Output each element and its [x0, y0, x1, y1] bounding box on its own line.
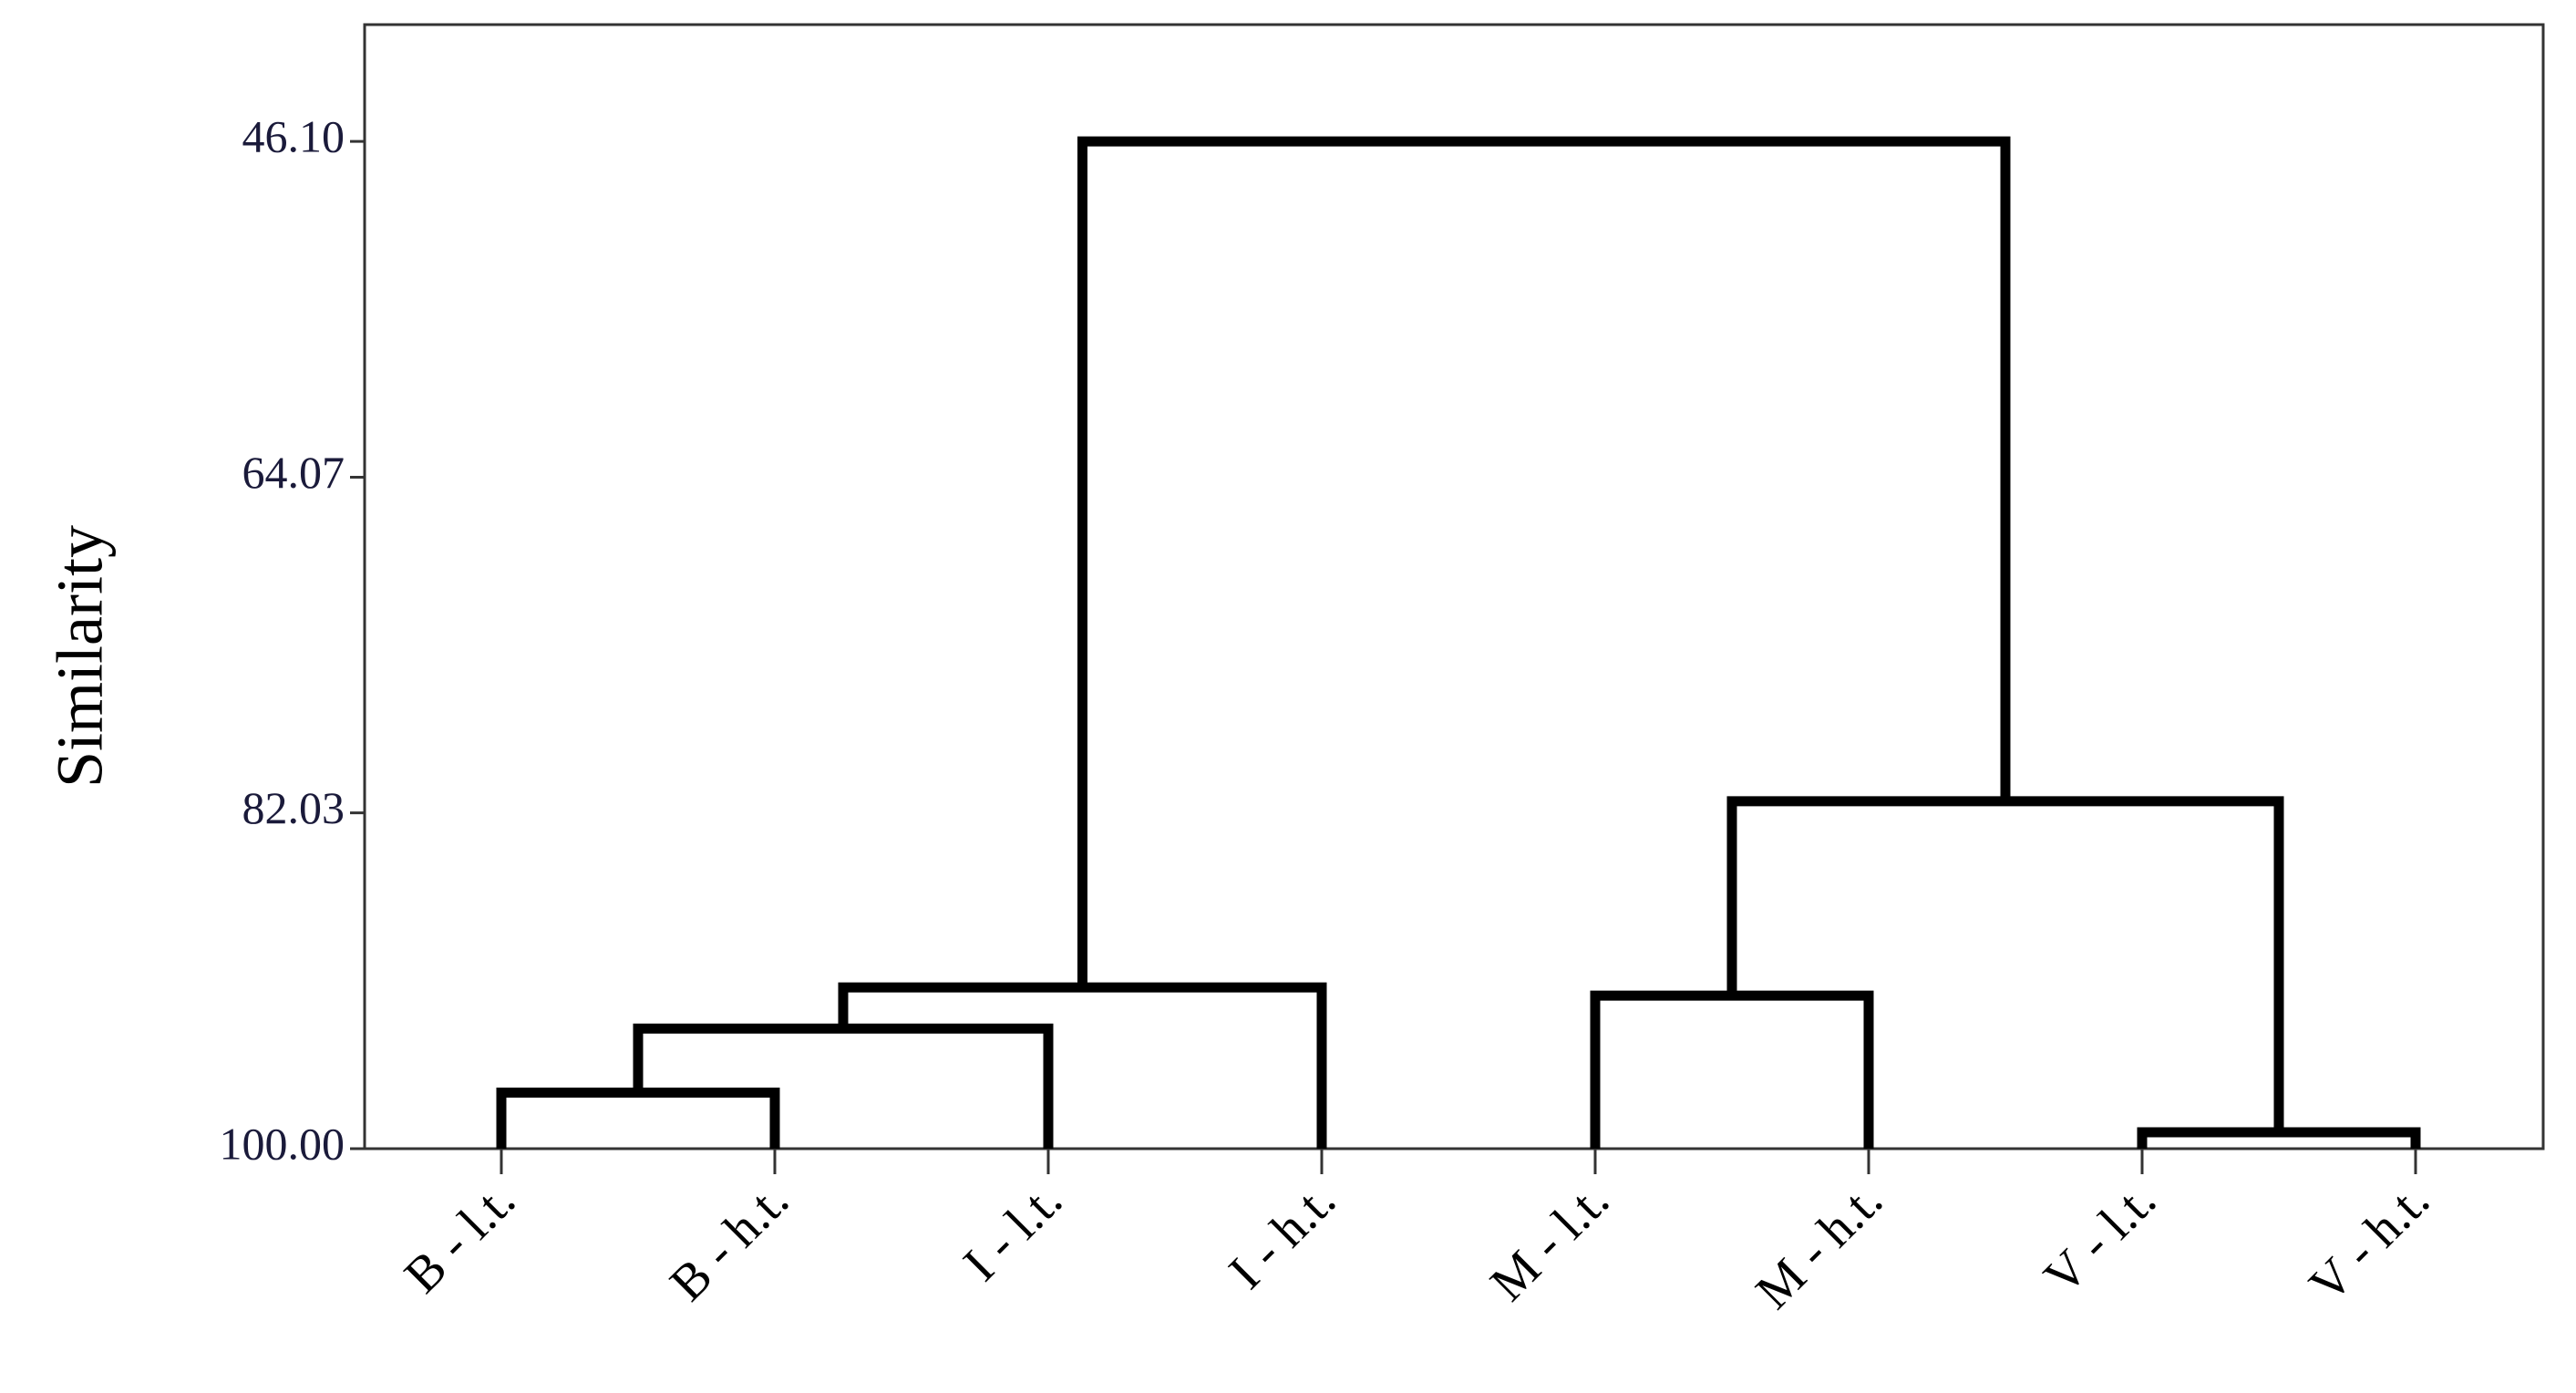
y-tick-label: 64.07: [242, 447, 345, 498]
dendrogram-link: [496, 1088, 780, 1149]
x-tick-label: M - l.t.: [1479, 1171, 1620, 1312]
dendrogram-link: [1726, 796, 2284, 1132]
y-tick-label: 100.00: [220, 1118, 345, 1169]
x-tick-label: V - h.t.: [2299, 1171, 2440, 1313]
x-tick-label: B - l.t.: [394, 1171, 526, 1304]
x-tick-label: M - h.t.: [1746, 1171, 1894, 1320]
plot-frame: [363, 23, 2545, 1151]
dendrogram-link: [838, 982, 1327, 1149]
x-tick-label: B - h.t.: [659, 1171, 799, 1312]
y-tick-label: 82.03: [242, 782, 345, 833]
x-tick-label: V - l.t.: [2034, 1171, 2168, 1305]
x-tick-label: I - l.t.: [953, 1171, 1073, 1292]
dendrogram-link: [1077, 136, 2011, 988]
y-axis-label: Similarity: [44, 525, 117, 788]
y-tick-label: 46.10: [242, 111, 345, 162]
dendrogram-link: [2137, 1127, 2421, 1149]
dendrogram-link: [1590, 990, 1874, 1149]
x-tick-label: I - h.t.: [1219, 1171, 1347, 1300]
